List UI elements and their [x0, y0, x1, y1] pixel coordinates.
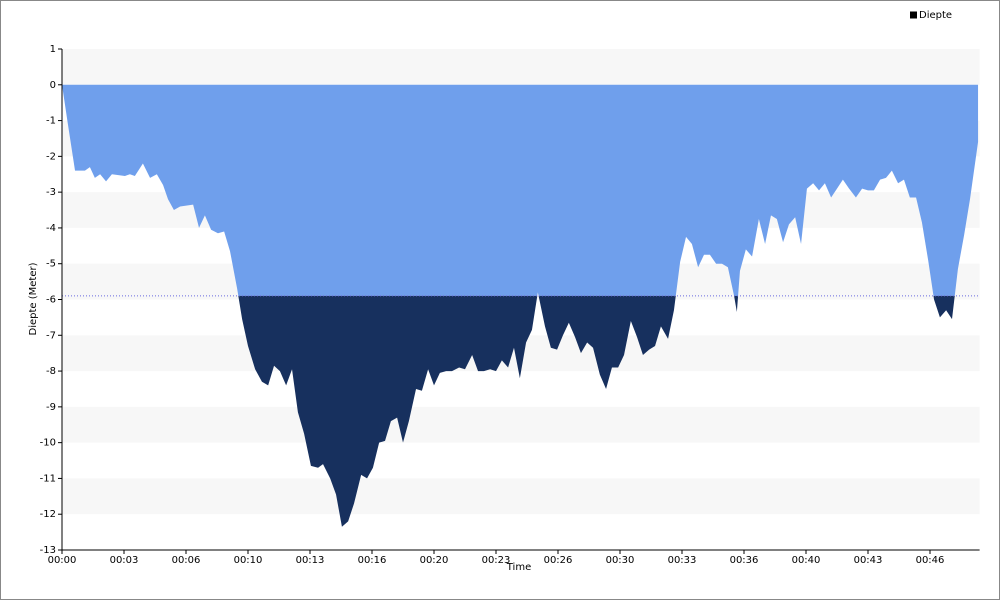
- y-tick-label: -9: [46, 402, 56, 413]
- x-tick-label: 00:03: [110, 555, 139, 566]
- y-tick-label: -10: [40, 438, 56, 449]
- y-tick-label: 1: [50, 44, 56, 55]
- x-tick-label: 00:00: [48, 555, 77, 566]
- grid-band: [62, 49, 980, 85]
- x-tick-label: 00:40: [792, 555, 821, 566]
- grid-band: [62, 406, 980, 443]
- y-tick-label: -11: [40, 473, 56, 484]
- x-axis-label: Time: [506, 562, 531, 573]
- y-tick-label: -4: [46, 223, 56, 234]
- x-tick-label: 00:36: [730, 555, 759, 566]
- x-tick-label: 00:30: [606, 555, 635, 566]
- area: [62, 84, 979, 296]
- x-tick-label: 00:43: [854, 555, 883, 566]
- grid-band: [62, 478, 980, 515]
- x-tick-label: 00:10: [234, 555, 263, 566]
- x-tick-label: 00:13: [296, 555, 325, 566]
- y-tick-label: -5: [46, 259, 56, 270]
- x-tick-label: 00:20: [420, 555, 449, 566]
- x-tick-label: 00:06: [172, 555, 201, 566]
- y-tick-label: -7: [46, 330, 56, 341]
- y-tick-label: -1: [46, 116, 56, 127]
- x-tick-label: 00:16: [358, 555, 387, 566]
- x-tick-label: 00:26: [544, 555, 573, 566]
- x-tick-label: 00:23: [482, 555, 511, 566]
- y-tick-label: -13: [40, 545, 56, 556]
- y-tick-label: -2: [46, 151, 56, 162]
- y-tick-label: -8: [46, 366, 56, 377]
- legend-label: Diepte: [919, 10, 952, 21]
- area-below-threshold: [238, 295, 955, 527]
- y-tick-label: -3: [46, 187, 56, 198]
- y-tick-label: -6: [46, 295, 56, 306]
- y-tick-label: 0: [50, 80, 56, 91]
- legend-swatch: [910, 11, 917, 19]
- x-tick-label: 00:46: [916, 555, 945, 566]
- y-axis-label: Diepte (Meter): [28, 262, 39, 335]
- y-tick-label: -12: [40, 509, 56, 520]
- x-tick-label: 00:33: [668, 555, 697, 566]
